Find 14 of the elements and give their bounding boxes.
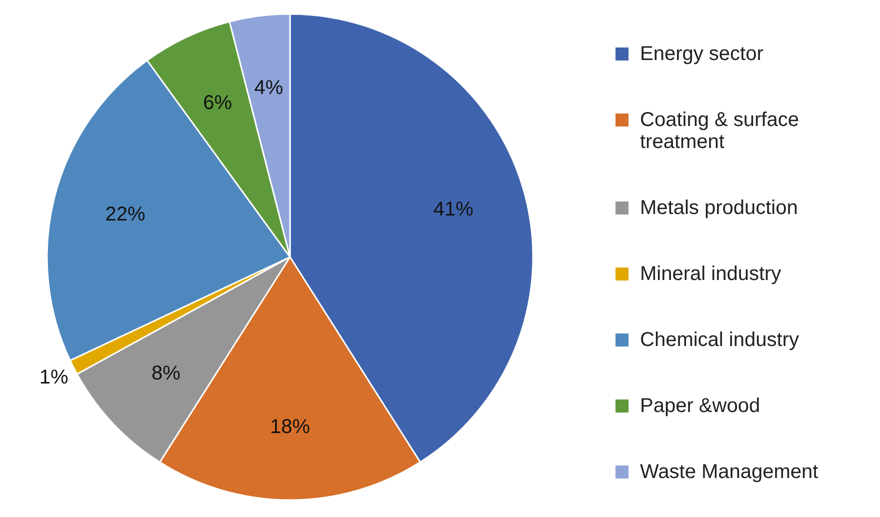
data-label: 8%: [152, 362, 181, 384]
data-label: 1%: [39, 366, 69, 388]
legend-label: Waste Management: [640, 461, 819, 483]
data-label: 4%: [254, 77, 284, 100]
data-label: 6%: [203, 92, 232, 114]
legend-label: Paper &wood: [640, 395, 760, 417]
data-label: 22%: [105, 204, 146, 226]
data-label: 18%: [270, 416, 310, 438]
data-label: 41%: [433, 198, 474, 221]
legend-label: Metals production: [640, 197, 798, 219]
legend-label: Chemical industry: [640, 329, 799, 351]
legend-label: Energy sector: [640, 43, 764, 65]
legend-label: Coating & surface treatment: [640, 109, 799, 153]
legend-label: Mineral industry: [640, 263, 782, 285]
